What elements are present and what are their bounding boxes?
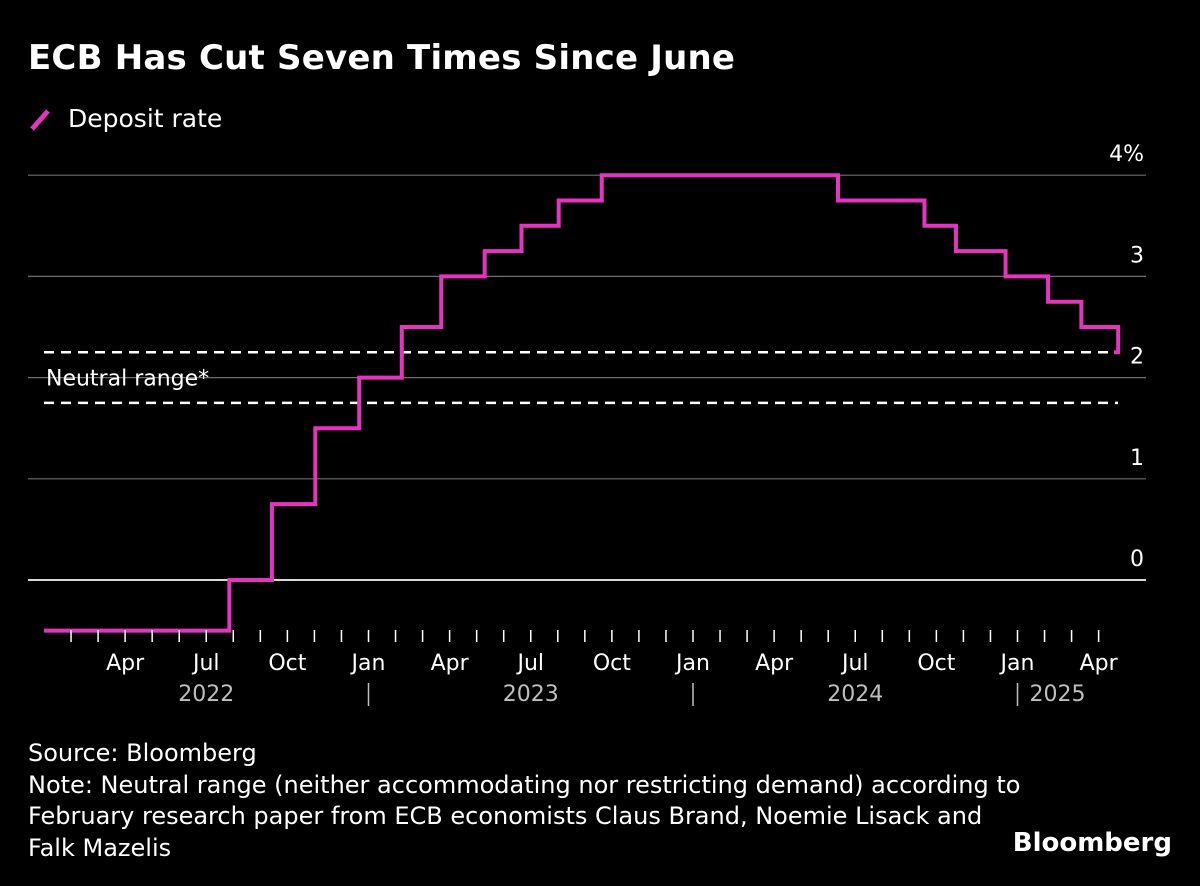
bloomberg-logo: Bloomberg [1012,828,1172,858]
x-tick-label-jul: Jul [191,651,220,676]
x-tick-label-apr: Apr [1080,651,1119,676]
year-label-2025: 2025 [1030,682,1086,707]
note-line-2: February research paper from ECB economi… [28,802,983,830]
x-tick-label-apr: Apr [106,651,145,676]
note-line-1: Note: Neutral range (neither accommodati… [28,770,1021,799]
x-tick-label-oct: Oct [593,651,631,676]
legend-label-deposit-rate: Deposit rate [68,104,223,133]
x-tick-label-jul: Jul [515,651,544,676]
y-tick-label-4: 4% [1109,142,1144,167]
y-tick-label-2: 2 [1130,345,1144,370]
x-tick-label-oct: Oct [268,651,306,676]
x-tick-label-jan: Jan [999,651,1035,676]
x-tick-label-apr: Apr [431,651,470,676]
series-layer [44,173,1121,633]
chart-title: ECB Has Cut Seven Times Since June [28,38,736,78]
year-label-2023: 2023 [503,682,559,707]
series-line-deposit-rate [44,173,1121,633]
x-tick-label-jan: Jan [350,651,386,676]
year-label-2022: 2022 [178,682,234,707]
year-label-2024: 2024 [827,682,883,707]
y-axis-ticks: 0 1 2 3 4% [1109,142,1144,572]
neutral-range-label: Neutral range* [46,367,209,392]
note-line-3: Falk Mazelis [28,833,172,862]
x-tick-label-apr: Apr [755,651,794,676]
x-tick-label-jan: Jan [674,651,710,676]
y-tick-label-0: 0 [1130,547,1144,572]
x-tick-label-oct: Oct [917,651,955,676]
gridlines [28,174,1146,581]
y-tick-label-3: 3 [1130,243,1144,268]
legend: Deposit rate [28,104,222,133]
deposit-rate-legend-swatch [30,108,50,131]
neutral-range: Neutral range* [44,351,1118,405]
source-note: Source: Bloomberg [28,739,257,767]
chart-notes: Source: Bloomberg Note: Neutral range (n… [28,738,1020,864]
x-tick-label-jul: Jul [840,651,869,676]
y-tick-label-1: 1 [1130,446,1144,471]
x-axis-ticks: Apr Jul Oct Jan Apr Jul Oct Jan Apr Jul Oct Jan Apr 2… [70,630,1119,707]
